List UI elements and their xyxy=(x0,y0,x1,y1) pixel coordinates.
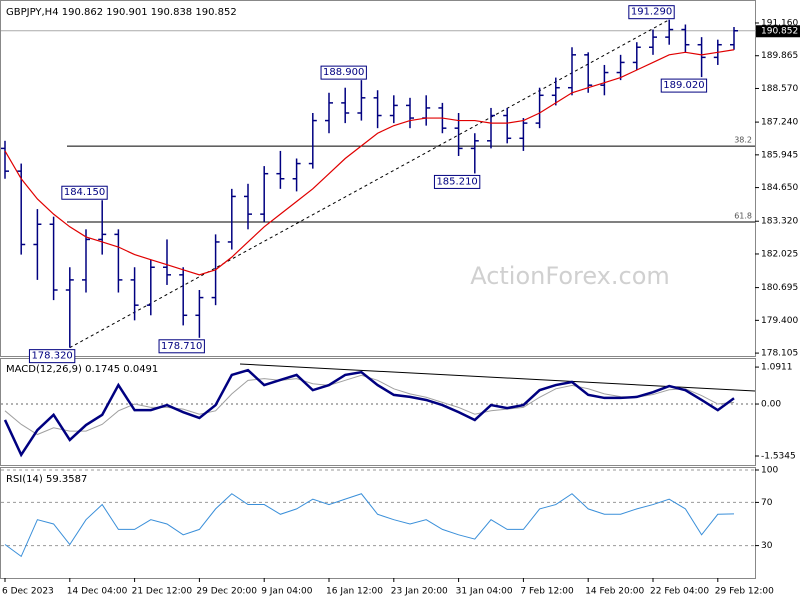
y-tick-label: 30 xyxy=(761,541,773,551)
indicator-line xyxy=(3,368,735,458)
y-tick-label: 185.945 xyxy=(761,150,798,160)
macd-panel xyxy=(0,358,756,466)
annotation-box xyxy=(61,185,108,200)
trendline xyxy=(69,19,670,349)
x-tick-label: 14 Dec 04:00 xyxy=(67,587,128,597)
last-price-box xyxy=(756,25,800,38)
price-annotation: 189.020 xyxy=(663,80,704,91)
x-tick-label: 31 Jan 04:00 xyxy=(456,587,513,597)
panel-title: RSI(14) 59.3587 xyxy=(6,474,87,485)
y-tick-label: 187.240 xyxy=(761,118,798,128)
y-tick-label: 100 xyxy=(761,466,778,476)
x-tick-label: 14 Feb 20:00 xyxy=(585,587,644,597)
price-annotation: 191.290 xyxy=(631,7,672,18)
annotation-box xyxy=(320,65,367,80)
fib-label: 38.2 xyxy=(734,136,752,145)
price-annotation: 184.150 xyxy=(64,187,105,198)
price-annotation: 178.710 xyxy=(161,341,202,352)
annotation-box xyxy=(158,339,205,354)
y-tick-label: 188.570 xyxy=(761,84,798,94)
x-tick-label: 29 Feb 12:00 xyxy=(715,587,774,597)
y-tick-label: 183.320 xyxy=(761,217,798,227)
fib-label: 61.8 xyxy=(734,211,752,220)
annotation-box xyxy=(660,78,708,93)
x-tick-label: 6 Dec 2023 xyxy=(2,587,54,597)
panel-title: MACD(12,26,9) 0.1745 0.0491 xyxy=(6,364,158,375)
y-tick-label: 189.865 xyxy=(761,51,798,61)
x-tick-label: 22 Feb 04:00 xyxy=(650,587,709,597)
y-tick-label: 70 xyxy=(761,498,773,508)
watermark: ActionForex.com xyxy=(470,262,670,290)
indicator-line xyxy=(4,493,735,558)
x-tick-label: 9 Jan 04:00 xyxy=(261,587,313,597)
annotation-box xyxy=(433,174,481,189)
y-tick-label: 182.025 xyxy=(761,249,798,259)
panel-title: GBPJPY,H4 190.862 190.901 190.838 190.85… xyxy=(6,7,237,18)
moving-average xyxy=(4,49,735,276)
price-annotation: 178.320 xyxy=(31,351,72,362)
annotation-box xyxy=(28,349,76,364)
x-tick-label: 21 Dec 12:00 xyxy=(132,587,193,597)
price-annotation: 185.210 xyxy=(436,176,477,187)
x-tick-label: 23 Jan 20:00 xyxy=(391,587,448,597)
y-tick-label: 180.695 xyxy=(761,283,798,293)
x-tick-label: 29 Dec 20:00 xyxy=(196,587,257,597)
last-price-label: 190.852 xyxy=(761,26,798,36)
y-tick-label: 179.400 xyxy=(761,316,798,326)
price-panel xyxy=(0,0,756,357)
price-annotation: 188.900 xyxy=(323,67,364,78)
y-tick-label: 0.00 xyxy=(761,400,781,410)
y-tick-label: 178.105 xyxy=(761,349,798,359)
annotation-box xyxy=(628,5,675,20)
y-tick-label: 184.650 xyxy=(761,183,798,193)
y-tick-label: -1.5345 xyxy=(761,452,796,462)
x-tick-label: 7 Feb 12:00 xyxy=(520,587,574,597)
x-tick-label: 16 Jan 12:00 xyxy=(326,587,383,597)
y-tick-label: 191.160 xyxy=(761,18,798,28)
y-tick-label: 1.0911 xyxy=(761,363,793,373)
rsi-panel xyxy=(0,467,756,579)
